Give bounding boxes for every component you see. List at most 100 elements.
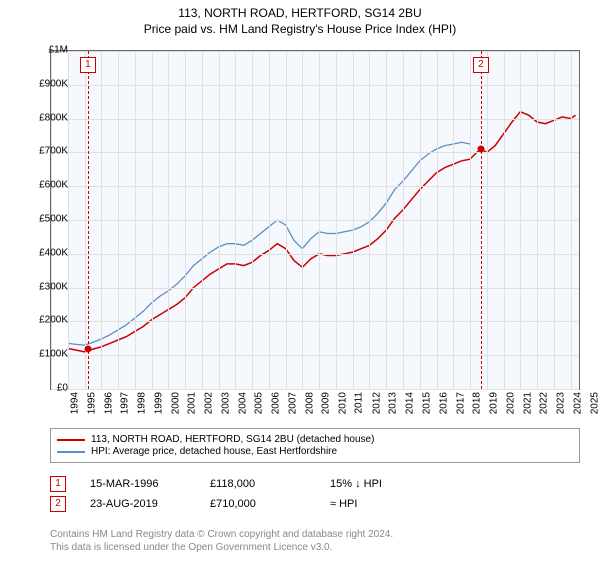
gridline-v [487,51,488,389]
chart-title: 113, NORTH ROAD, HERTFORD, SG14 2BU [0,6,600,20]
gridline-v [202,51,203,389]
gridline-v [403,51,404,389]
gridline-v [520,51,521,389]
x-axis-label: 1999 [153,392,164,414]
gridline-h [51,254,579,255]
gridline-v [269,51,270,389]
x-axis-label: 2003 [220,392,231,414]
gridline-h [51,220,579,221]
gridline-v [135,51,136,389]
x-axis-label: 2005 [254,392,265,414]
y-axis-label: £1M [49,45,68,56]
legend-swatch [57,439,85,441]
transaction-row-marker: 1 [50,476,66,492]
gridline-v [369,51,370,389]
y-axis-label: £800K [39,112,68,123]
transaction-price: £118,000 [210,478,330,490]
y-axis-label: £0 [57,383,68,394]
gridline-v [554,51,555,389]
y-axis-label: £900K [39,78,68,89]
x-axis-label: 2021 [522,392,533,414]
legend-label: 113, NORTH ROAD, HERTFORD, SG14 2BU (det… [91,434,374,445]
transaction-point [477,146,484,153]
gridline-v [386,51,387,389]
x-axis-label: 2018 [472,392,483,414]
transaction-rel: ≈ HPI [330,498,450,510]
x-axis-label: 2008 [304,392,315,414]
transaction-row: 1 15-MAR-1996£118,00015% ↓ HPI [50,476,580,492]
x-axis-label: 2017 [455,392,466,414]
x-axis-label: 2020 [505,392,516,414]
gridline-h [51,152,579,153]
x-axis-label: 1994 [69,392,80,414]
x-axis-label: 2012 [371,392,382,414]
y-axis-label: £700K [39,146,68,157]
gridline-v [420,51,421,389]
gridline-h [51,186,579,187]
x-axis-label: 2013 [388,392,399,414]
y-axis-label: £500K [39,214,68,225]
transaction-row: 2 23-AUG-2019£710,000≈ HPI [50,496,580,512]
gridline-h [51,288,579,289]
gridline-v [85,51,86,389]
footer-line-2: This data is licensed under the Open Gov… [50,541,393,554]
chart-plot-area: 12 [50,50,580,390]
gridline-v [336,51,337,389]
x-axis-label: 2016 [438,392,449,414]
y-axis-label: £100K [39,349,68,360]
x-axis-label: 2004 [237,392,248,414]
transaction-marker-1: 1 [80,57,96,73]
transaction-point [84,346,91,353]
transaction-rel: 15% ↓ HPI [330,478,450,490]
x-axis-label: 2006 [270,392,281,414]
gridline-v [319,51,320,389]
transaction-date: 15-MAR-1996 [90,478,210,490]
gridline-h [51,85,579,86]
y-axis-label: £600K [39,180,68,191]
x-axis-label: 2000 [170,392,181,414]
gridline-v [302,51,303,389]
legend-swatch [57,451,85,453]
gridline-h [51,389,579,390]
x-axis-label: 1997 [120,392,131,414]
gridline-v [286,51,287,389]
gridline-v [185,51,186,389]
transaction-vline [88,51,89,389]
transaction-row-marker: 2 [50,496,66,512]
legend-item: HPI: Average price, detached house, East… [57,446,573,457]
gridline-v [219,51,220,389]
gridline-v [235,51,236,389]
gridline-v [118,51,119,389]
y-axis-label: £300K [39,281,68,292]
x-axis-label: 2007 [287,392,298,414]
gridline-v [353,51,354,389]
gridline-v [252,51,253,389]
transaction-vline [481,51,482,389]
x-axis-label: 1998 [136,392,147,414]
x-axis-label: 2015 [421,392,432,414]
transaction-date: 23-AUG-2019 [90,498,210,510]
transactions-table: 1 15-MAR-1996£118,00015% ↓ HPI 2 23-AUG-201… [50,472,580,516]
chart-subtitle: Price paid vs. HM Land Registry's House … [0,22,600,36]
x-axis-label: 2025 [589,392,600,414]
transaction-marker-2: 2 [473,57,489,73]
gridline-v [101,51,102,389]
x-axis-label: 2019 [488,392,499,414]
chart-footer: Contains HM Land Registry data © Crown c… [50,528,393,554]
x-axis-label: 2001 [187,392,198,414]
x-axis-label: 2023 [555,392,566,414]
x-axis-label: 2010 [337,392,348,414]
gridline-v [504,51,505,389]
gridline-v [168,51,169,389]
y-axis-label: £400K [39,247,68,258]
x-axis-label: 2014 [404,392,415,414]
transaction-price: £710,000 [210,498,330,510]
gridline-v [470,51,471,389]
footer-line-1: Contains HM Land Registry data © Crown c… [50,528,393,541]
gridline-v [537,51,538,389]
gridline-v [571,51,572,389]
legend-item: 113, NORTH ROAD, HERTFORD, SG14 2BU (det… [57,434,573,445]
gridline-v [437,51,438,389]
y-axis-label: £200K [39,315,68,326]
gridline-v [152,51,153,389]
